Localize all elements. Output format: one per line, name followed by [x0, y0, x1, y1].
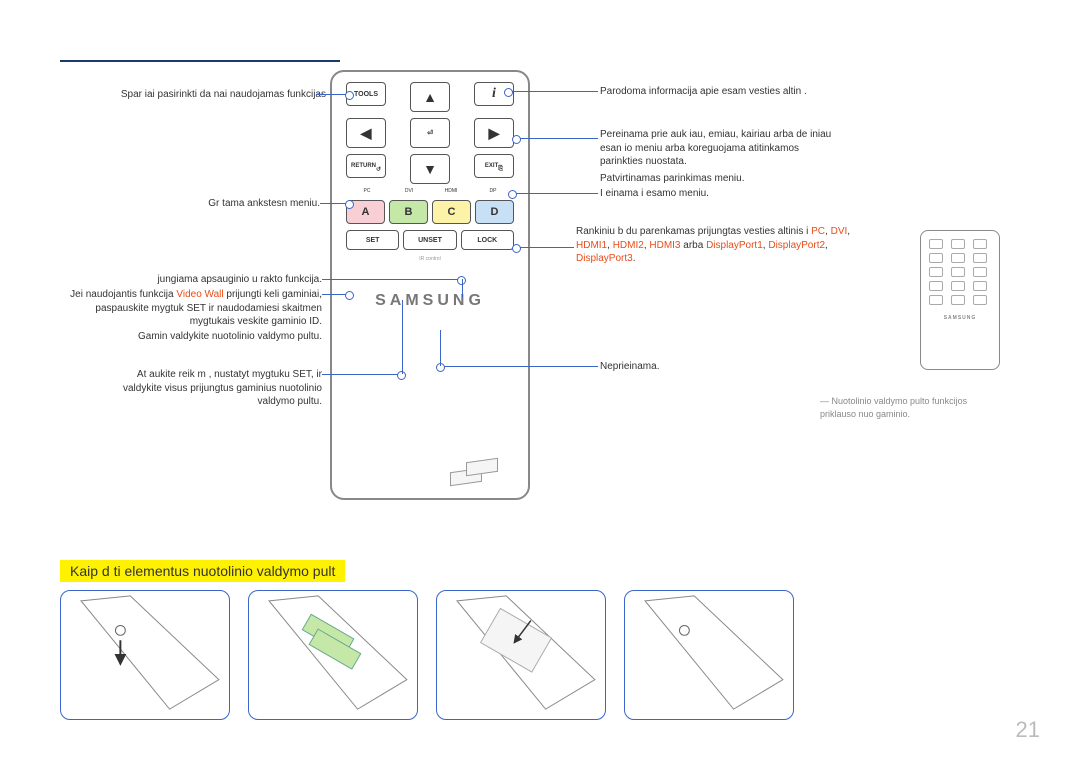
step-4 [624, 590, 794, 720]
r5red4: HDMI2 [613, 240, 644, 251]
r5f: arba [681, 240, 707, 251]
return-button: RETURN↺ [346, 154, 386, 178]
step-2 [248, 590, 418, 720]
leader-l3 [322, 279, 462, 280]
mini-logo: SAMSUNG [929, 315, 991, 321]
color-button-c: C [432, 200, 471, 224]
leader-r6 [440, 366, 598, 367]
step-3 [436, 590, 606, 720]
callout-l6: At aukite reik m , nustatyt mygtuku SET,… [100, 368, 322, 409]
vleader-r6 [440, 330, 441, 366]
callout-l3: jungiama apsauginio u rakto funkcija. [100, 273, 322, 287]
enter-button: ⏎ [410, 118, 450, 148]
mini-remote: SAMSUNG [920, 230, 1000, 370]
section-title: Kaip d ti elementus nuotolinio valdymo p… [60, 560, 345, 582]
leader-l6 [322, 374, 402, 375]
r5red7: DisplayPort2 [768, 240, 825, 251]
callout-r6: Neprieinama. [600, 360, 800, 374]
callout-l5: Gamin valdykite nuotolinio valdymo pultu… [100, 330, 322, 344]
right-arrow: ▶ [474, 118, 514, 148]
r5a: Rankiniu b du parenkamas prijungtas vest… [576, 226, 811, 237]
callout-l2: Gr tama ankstesn meniu. [120, 197, 320, 211]
color-button-d: D [475, 200, 514, 224]
callout-l1: Spar iai pasirinkti da nai naudojamas fu… [76, 88, 326, 102]
label-hdmi: HDMI [430, 188, 472, 194]
callout-r1: Parodoma informacija apie esam vesties a… [600, 85, 860, 99]
callout-r4: I einama i esamo meniu. [600, 187, 840, 201]
leader-r2 [516, 138, 598, 139]
samsung-logo: SAMSUNG [346, 292, 514, 310]
lock-button: LOCK [461, 230, 514, 250]
callout-l4: Jei naudojantis funkcija Video Wall prij… [60, 288, 322, 329]
leader-l1 [316, 94, 350, 95]
exit-button: EXIT⎘ [474, 154, 514, 178]
label-dvi: DVI [388, 188, 430, 194]
step-boxes [60, 590, 794, 720]
batteries-icon [450, 460, 510, 496]
unset-button: UNSET [403, 230, 456, 250]
set-button: SET [346, 230, 399, 250]
color-button-b: B [389, 200, 428, 224]
r5red8: DisplayPort3 [576, 253, 633, 264]
return-label: RETURN [351, 163, 376, 169]
r5red5: HDMI3 [649, 240, 680, 251]
ir-control-label: IR control [346, 256, 514, 262]
top-rule [60, 60, 340, 62]
leader-r5 [516, 247, 574, 248]
leader-r4 [512, 193, 598, 194]
down-arrow: ▼ [410, 154, 450, 184]
leader-r1 [508, 91, 598, 92]
r5red: PC [811, 226, 825, 237]
r5i: . [633, 253, 636, 264]
callout-r3: Patvirtinamas parinkimas meniu. [600, 172, 840, 186]
exit-label: EXIT [485, 163, 498, 169]
step-1 [60, 590, 230, 720]
label-pc: PC [346, 188, 388, 194]
r5red6: DisplayPort1 [706, 240, 763, 251]
callout-r2: Pereinama prie auk iau, emiau, kairiau a… [600, 128, 840, 169]
r5red3: HDMI1 [576, 240, 607, 251]
r5c: , [847, 226, 850, 237]
left-arrow: ◀ [346, 118, 386, 148]
l4red: Video Wall [176, 289, 223, 300]
vleader-l6 [402, 300, 403, 374]
leader-l4 [322, 294, 350, 295]
up-arrow: ▲ [410, 82, 450, 112]
l4a: Jei naudojantis funkcija [70, 289, 176, 300]
color-labels: PC DVI HDMI DP [346, 188, 514, 194]
vleader-l3 [462, 279, 463, 297]
r5h: , [825, 240, 828, 251]
footnote: ― Nuotolinio valdymo pulto funkcijos pri… [820, 395, 1000, 420]
remote-control: TOOLS ▲ i ◀ ⏎ ▶ RETURN↺ ▼ EXIT⎘ PC DVI H… [330, 70, 530, 500]
callout-r5: Rankiniu b du parenkamas prijungtas vest… [576, 225, 856, 266]
leader-l2 [320, 203, 350, 204]
r5red2: DVI [831, 226, 848, 237]
page-number: 21 [1016, 717, 1040, 743]
